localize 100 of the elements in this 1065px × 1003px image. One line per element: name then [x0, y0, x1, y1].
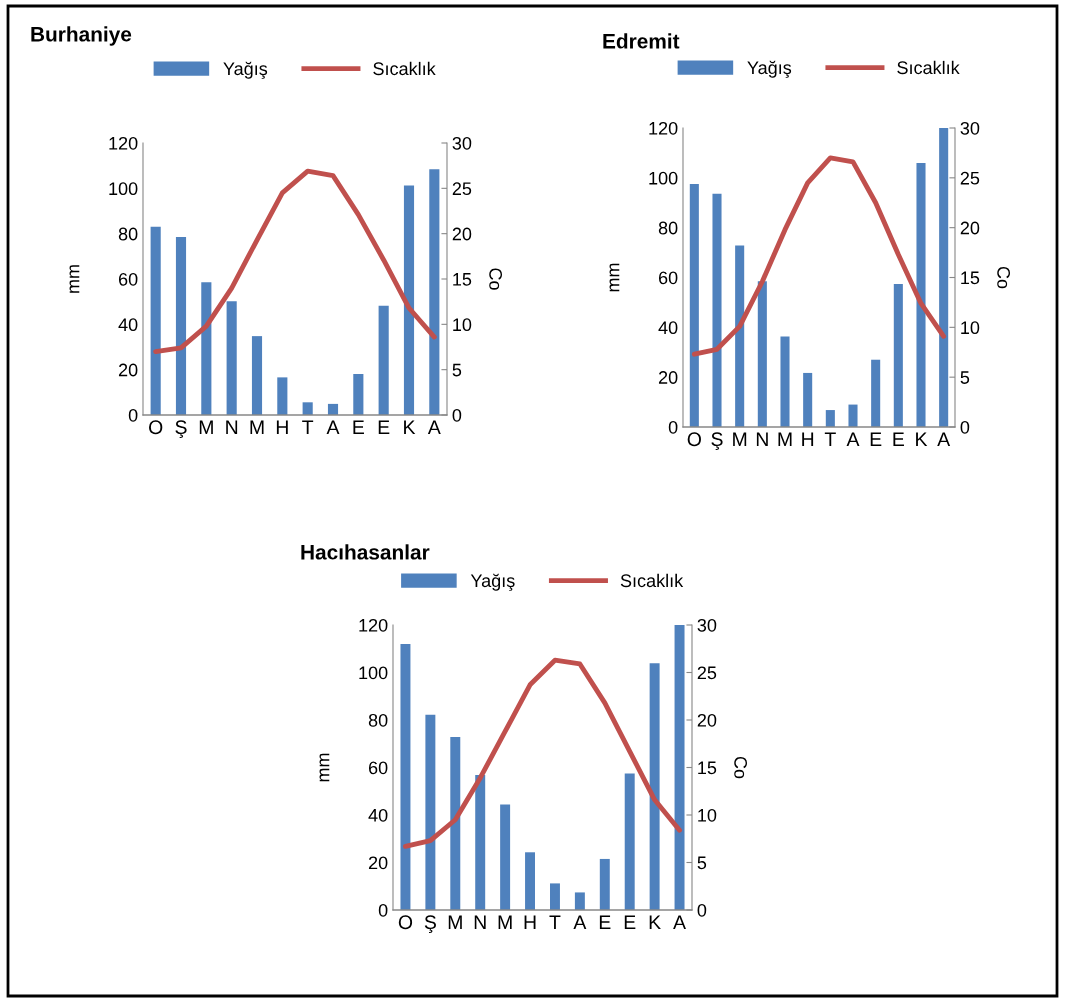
bar — [574, 892, 585, 910]
y-tick-label: 20 — [118, 363, 138, 377]
y2-tick-label: 0 — [697, 903, 707, 917]
y-axis-title: mm — [319, 753, 330, 782]
y2-tick-label: 25 — [697, 666, 717, 680]
bar — [277, 377, 288, 415]
bar — [780, 336, 790, 427]
bar — [689, 184, 699, 427]
y2-tick-label: 5 — [960, 371, 970, 384]
y2-tick-label: 20 — [960, 221, 980, 235]
x-tick-label: K — [404, 420, 416, 434]
bar — [549, 883, 560, 910]
bar — [175, 237, 187, 415]
x-tick-label: M — [199, 420, 213, 434]
y2-tick-label: 30 — [452, 136, 472, 150]
y2-tick-label: 30 — [960, 121, 980, 135]
bar — [674, 625, 685, 910]
bar — [525, 852, 536, 910]
legend-label: Yağış — [747, 60, 792, 78]
x-tick-label: E — [599, 915, 611, 929]
y-tick-label: 0 — [668, 420, 678, 434]
y2-tick-label: 25 — [960, 171, 980, 185]
y-tick-label: 120 — [649, 121, 678, 135]
y2-tick-label: 5 — [452, 363, 462, 377]
y2-tick-label: 20 — [452, 227, 472, 241]
y-tick-label: 60 — [658, 271, 678, 285]
line-series — [691, 155, 947, 357]
bar — [400, 644, 411, 910]
x-tick-label: E — [624, 915, 636, 929]
x-tick-label: T — [302, 420, 314, 434]
y-tick-label: 0 — [378, 903, 388, 917]
x-tick-label: Ş — [175, 420, 187, 438]
bar — [893, 283, 903, 427]
legend-label: Yağış — [470, 573, 515, 591]
bar — [871, 359, 881, 427]
bar — [450, 737, 461, 910]
bar — [803, 372, 813, 427]
y-tick-label: 80 — [118, 227, 138, 241]
y-tick-label: 100 — [649, 171, 678, 185]
bar — [624, 773, 635, 910]
y-axis-title: mm — [609, 263, 620, 292]
x-tick-label: O — [149, 420, 163, 435]
bar — [825, 410, 835, 427]
y2-tick-label: 0 — [452, 408, 462, 422]
y-tick-label: 120 — [359, 618, 388, 632]
bar — [649, 663, 660, 910]
y-axis-title: mm — [69, 265, 80, 293]
bar — [226, 301, 237, 415]
bar — [251, 336, 263, 415]
y-tick-label: 100 — [109, 182, 138, 196]
bar — [353, 373, 364, 415]
y-tick-label: 60 — [368, 761, 388, 775]
bar — [916, 162, 926, 427]
y2-tick-label: 0 — [960, 420, 970, 434]
x-tick-label: A — [427, 420, 441, 434]
x-tick-label: E — [378, 420, 390, 434]
chart-title: Edremit — [603, 33, 680, 49]
bar — [757, 281, 767, 427]
y-tick-label: 60 — [118, 272, 138, 286]
x-tick-label: Ş — [711, 432, 723, 450]
x-tick-label: H — [524, 915, 536, 929]
y2-axis-title: Co — [489, 268, 503, 290]
x-tick-label: A — [326, 420, 340, 434]
chart-title: Hacıhasanlar — [301, 544, 430, 560]
y2-tick-label: 30 — [697, 618, 717, 632]
x-tick-label: Ş — [424, 915, 436, 933]
line-series — [403, 657, 682, 849]
x-tick-label: A — [573, 915, 587, 929]
x-tick-label: O — [398, 915, 413, 930]
x-tick-label: M — [498, 915, 512, 929]
x-tick-label: A — [673, 915, 686, 929]
bar — [429, 169, 440, 415]
bar — [201, 282, 212, 415]
x-tick-label: N — [226, 420, 238, 434]
y2-tick-label: 10 — [961, 321, 980, 335]
x-tick-label: O — [687, 432, 701, 447]
y-tick-label: 0 — [128, 408, 138, 422]
x-tick-label: N — [756, 432, 768, 446]
x-tick-label: M — [448, 915, 462, 929]
bar — [378, 305, 389, 415]
y-tick-label: 40 — [658, 321, 678, 335]
x-tick-label: K — [916, 432, 928, 446]
y2-tick-label: 20 — [697, 713, 717, 727]
legend-label: Sıcaklık — [620, 573, 684, 588]
y2-tick-label: 15 — [961, 271, 980, 285]
y2-tick-label: 5 — [697, 856, 707, 870]
y-tick-label: 80 — [368, 713, 388, 727]
x-tick-label: M — [250, 420, 264, 434]
bar — [939, 128, 949, 427]
x-tick-label: E — [893, 432, 904, 446]
x-tick-label: H — [802, 432, 814, 446]
y2-tick-label: 15 — [453, 273, 472, 286]
legend-label: Yağış — [223, 61, 268, 79]
chart-title: Burhaniye — [31, 26, 132, 46]
y2-tick-label: 10 — [453, 318, 472, 332]
legend-label: Sıcaklık — [897, 60, 960, 75]
y2-axis-title: Co — [997, 266, 1011, 289]
y2-tick-label: 10 — [698, 808, 717, 822]
bar — [599, 858, 610, 910]
y2-axis-title: Co — [734, 756, 748, 779]
